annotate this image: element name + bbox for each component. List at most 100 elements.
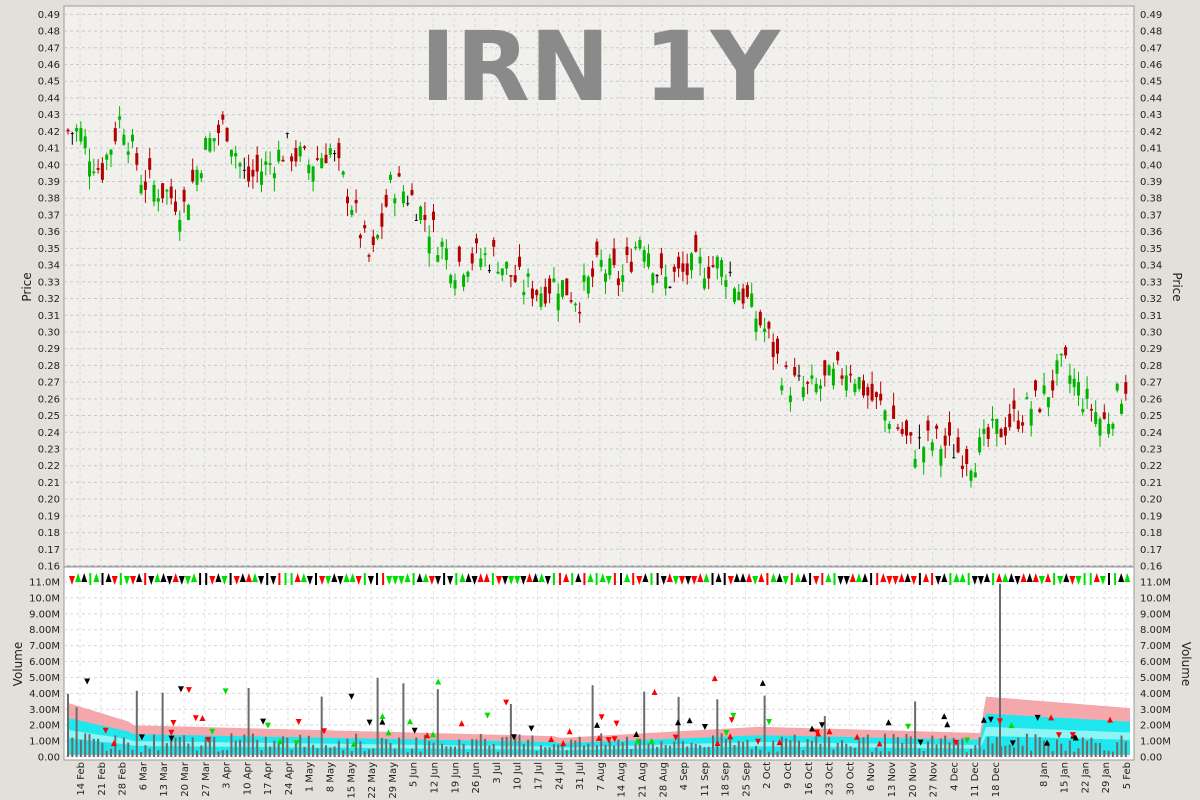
signal-down (392, 576, 399, 585)
buy-marker (110, 740, 117, 747)
signal-up (855, 573, 862, 582)
price-tick-label: 0.28 (38, 361, 60, 372)
signal-down (306, 576, 313, 585)
date-tick-label: 11 Dec (970, 762, 981, 797)
candle-body (793, 367, 797, 376)
signal-up (154, 573, 161, 582)
candle-body (410, 189, 414, 195)
date-tick-label: 8 Jan (1039, 762, 1050, 787)
volume-axis-left: 0.00 1.00M 2.00M 3.00M 4.00M 5.00M 6.00M 7.00M 8… (29, 578, 60, 764)
buy-marker (350, 741, 357, 748)
buy-marker (711, 675, 718, 682)
candle-body (887, 423, 891, 429)
signal-strip (69, 573, 1131, 585)
buy-marker (675, 719, 682, 726)
sell-marker (964, 737, 971, 744)
candle-body (655, 275, 659, 277)
price-tick-label: 0.27 (1140, 378, 1162, 389)
date-tick-label: 11 Sep (700, 762, 711, 797)
signal-down (270, 576, 277, 585)
sell-marker (723, 730, 730, 737)
candle-body (1094, 412, 1098, 424)
candle-body (634, 246, 638, 249)
signal-down (130, 576, 136, 585)
candle-body (548, 278, 552, 294)
signal-down (837, 576, 844, 585)
date-tick-label: 16 Oct (804, 762, 815, 795)
price-tick-label: 0.39 (38, 177, 60, 188)
candle-body (143, 181, 147, 190)
candle-body (849, 373, 853, 376)
signal-down (1038, 576, 1045, 585)
candle-body (707, 266, 711, 279)
signal-up (136, 573, 143, 582)
signal-down (685, 576, 692, 585)
signal-up (477, 573, 484, 582)
signal-up (239, 573, 246, 582)
candle-body (763, 328, 767, 332)
sell-marker (611, 736, 618, 743)
signal-down (209, 576, 216, 585)
candle-body (367, 255, 371, 257)
sell-marker (987, 716, 994, 723)
sell-marker (701, 724, 708, 731)
signal-up (666, 573, 673, 582)
signal-up (984, 573, 990, 582)
candle-body (973, 472, 977, 478)
candle-body (1016, 420, 1020, 429)
date-tick-label: 30 Oct (845, 762, 856, 795)
candle-body (677, 256, 681, 269)
volume-tick-label: 9.00M (29, 609, 60, 620)
volume-tick-label: 1.00M (1140, 737, 1171, 748)
candle-body (1102, 412, 1106, 419)
sell-marker (295, 719, 302, 726)
signal-down (355, 576, 362, 585)
date-tick-label: 2 Oct (762, 762, 773, 789)
signal-down (977, 576, 984, 585)
buy-marker (566, 728, 573, 735)
volume-tick-label: 7.00M (29, 641, 60, 652)
buy-marker (686, 717, 693, 724)
signal-up (703, 573, 710, 582)
signal-up (715, 573, 722, 582)
price-tick-label: 0.43 (38, 110, 60, 121)
signal-down (1069, 576, 1076, 585)
sell-marker (222, 688, 229, 695)
candle-body (556, 293, 560, 311)
candle-body (79, 128, 83, 142)
sell-marker (605, 737, 612, 744)
sell-marker (411, 727, 418, 734)
candle-body (737, 291, 741, 301)
sell-marker (728, 717, 735, 724)
signal-up (1008, 573, 1015, 582)
volume-tick-label: 1.00M (29, 737, 60, 748)
signal-up (599, 573, 606, 582)
signal-up (587, 573, 594, 582)
volume-tick-label: 7.00M (1140, 641, 1171, 652)
date-tick-label: 4 Dec (949, 762, 960, 791)
signal-up (1063, 573, 1070, 582)
candle-body (690, 253, 693, 271)
candle-body (702, 278, 706, 289)
price-tick-label: 0.39 (1140, 177, 1162, 188)
candle-body (328, 148, 332, 155)
sell-marker (813, 729, 820, 736)
price-tick-label: 0.20 (1140, 495, 1162, 506)
price-plot-area (63, 5, 1135, 567)
candle-body (492, 240, 496, 247)
candle-body (651, 273, 655, 286)
candle-body (595, 241, 599, 256)
candle-body (591, 268, 595, 277)
signal-up (733, 573, 740, 582)
signal-up (642, 573, 649, 582)
candle-body (96, 168, 100, 170)
price-tick-label: 0.38 (38, 194, 60, 205)
buy-marker (277, 738, 284, 745)
candle-body (991, 418, 994, 421)
sell-marker (766, 719, 773, 726)
volume-tick-label: 0.00 (1140, 753, 1162, 764)
price-tick-label: 0.41 (38, 144, 60, 155)
signal-up (1093, 573, 1100, 582)
signal-up (294, 573, 301, 582)
signal-up (526, 573, 533, 582)
